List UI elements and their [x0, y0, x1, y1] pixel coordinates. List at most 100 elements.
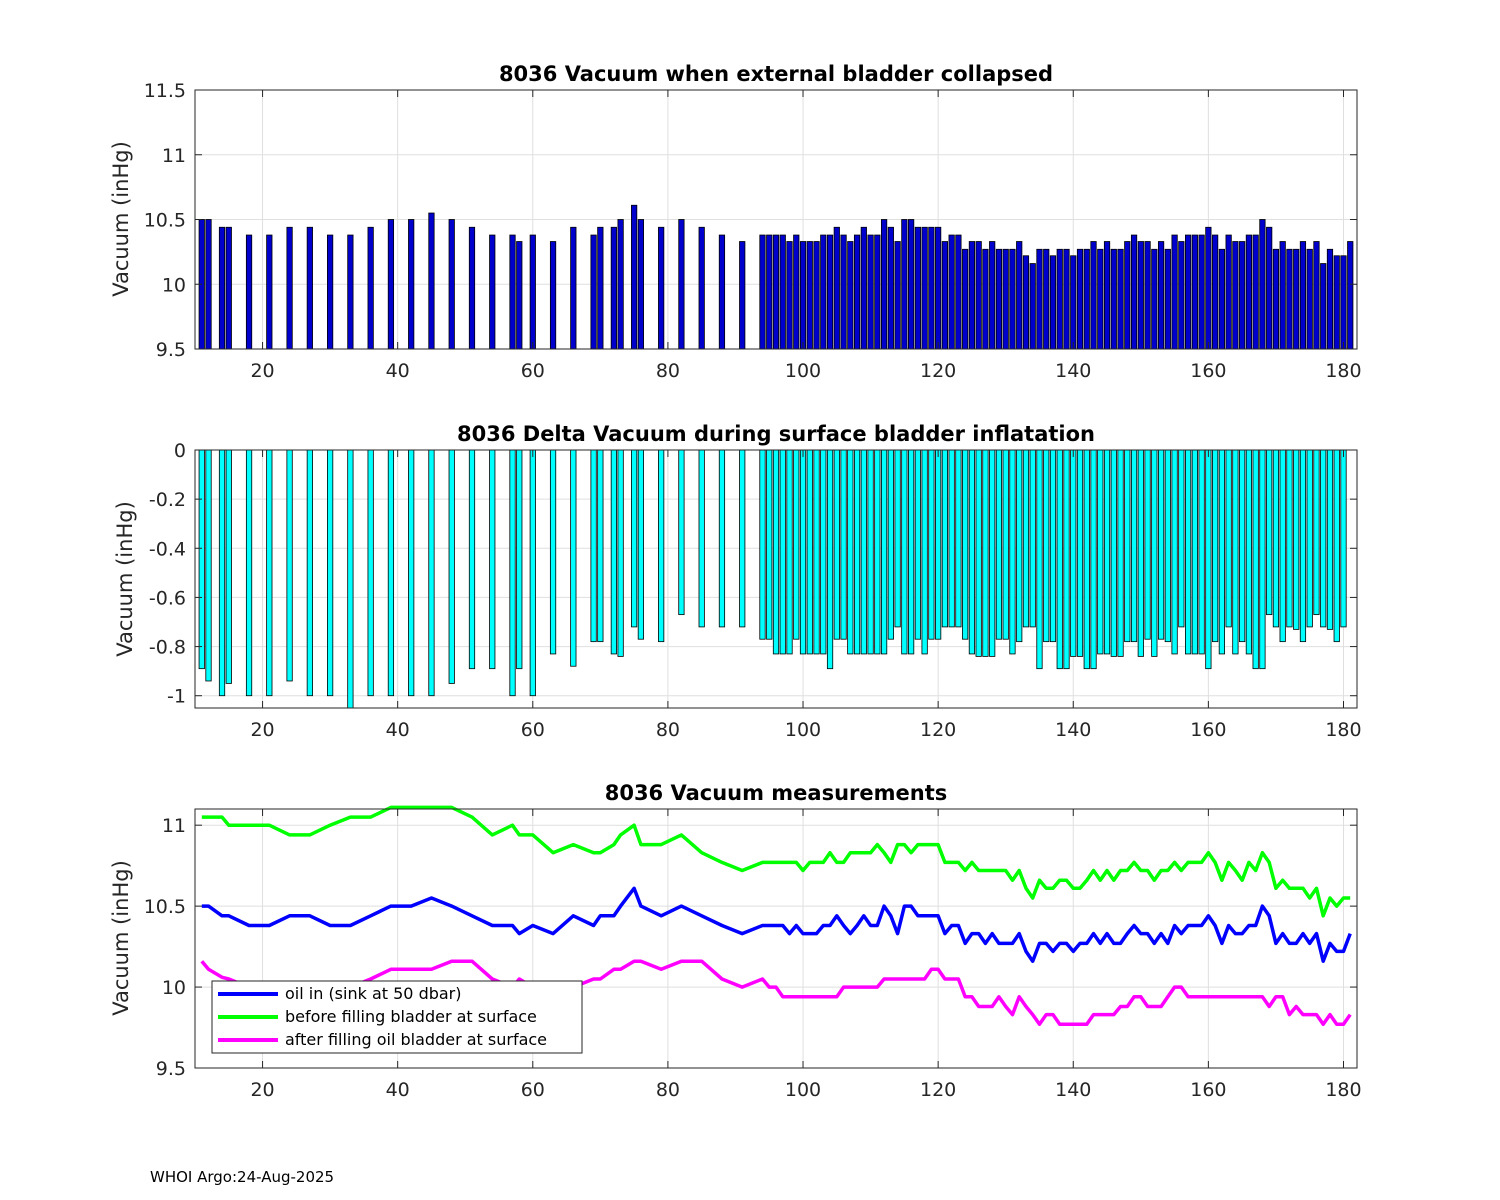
bar [989, 449, 996, 657]
bar [1225, 234, 1232, 350]
x-tick-label: 80 [656, 360, 680, 382]
bar [935, 449, 942, 640]
bar [975, 449, 982, 657]
bar [468, 226, 476, 350]
bar [962, 449, 969, 640]
bar [1259, 219, 1266, 350]
bar [887, 226, 894, 350]
bar [637, 449, 644, 640]
bar [1029, 263, 1036, 350]
bar [1090, 241, 1097, 350]
bar [1293, 248, 1300, 350]
x-tick-label: 80 [656, 719, 680, 741]
bar [1239, 449, 1246, 643]
bar [1043, 248, 1050, 350]
bar [847, 241, 854, 350]
top-y-axis-label: Vacuum (inHg) [109, 141, 133, 297]
bar [820, 449, 827, 655]
bar [914, 226, 921, 350]
bar [1218, 248, 1225, 350]
bar [793, 234, 800, 350]
bar [786, 241, 793, 350]
y-tick-label: 10 [162, 274, 186, 296]
bar [908, 449, 915, 655]
bar [1164, 449, 1171, 643]
bar [860, 226, 867, 350]
bar [1218, 449, 1225, 655]
x-tick-label: 120 [920, 1079, 956, 1101]
bar [1083, 449, 1090, 670]
x-tick-label: 60 [521, 1079, 545, 1101]
bar [1056, 449, 1063, 670]
bar [1245, 234, 1253, 350]
bar [1097, 449, 1104, 655]
x-tick-label: 20 [250, 1079, 274, 1101]
bar [610, 449, 617, 655]
bar [948, 234, 955, 350]
bar [1022, 449, 1030, 628]
bar [367, 449, 374, 697]
middle-axes: 20 40 60 80 100 120 140 160 180 -1 -0.8 -0.6 -0.4 -0.… [113, 422, 1362, 741]
bar [759, 234, 766, 350]
bar [590, 234, 597, 350]
bar [806, 241, 813, 350]
bar [995, 248, 1003, 350]
bar [1157, 241, 1165, 350]
bar [793, 449, 800, 640]
bar [820, 234, 827, 350]
bar [1286, 248, 1293, 350]
bar [489, 234, 496, 350]
bar [1313, 449, 1320, 616]
bar [1272, 449, 1280, 628]
bar [1191, 234, 1198, 350]
bar [901, 219, 908, 350]
bar [1103, 241, 1111, 350]
bar [347, 449, 354, 709]
bar [678, 219, 685, 350]
bar [975, 241, 982, 350]
bar [894, 241, 901, 350]
bar [847, 449, 854, 655]
bar [1320, 263, 1327, 350]
bar [840, 234, 847, 350]
bar [617, 219, 624, 350]
bar [387, 449, 395, 697]
bar [1016, 241, 1023, 350]
bar [779, 234, 786, 350]
bar [1070, 449, 1077, 657]
bar [982, 449, 989, 657]
bar [1191, 449, 1198, 655]
bar [1185, 234, 1192, 350]
y-tick-label: 11.5 [144, 80, 186, 102]
bar [245, 234, 253, 350]
bar [1333, 255, 1340, 350]
bar [826, 449, 834, 670]
bar [1185, 449, 1192, 655]
bar [205, 449, 212, 682]
y-tick-label: -0.6 [149, 587, 186, 609]
bottom-y-axis-label: Vacuum (inHg) [109, 860, 133, 1016]
bar [799, 241, 807, 350]
x-tick-label: 60 [521, 719, 545, 741]
bar [1049, 449, 1057, 643]
bar [1164, 248, 1171, 350]
bar [962, 248, 969, 350]
bar [1097, 248, 1104, 350]
x-tick-label: 100 [785, 719, 821, 741]
bar [468, 449, 476, 670]
bar [1117, 449, 1124, 657]
bar [408, 449, 415, 697]
bar [1137, 241, 1144, 350]
y-tick-label: 9.5 [156, 1058, 186, 1080]
y-tick-label: 10 [162, 977, 186, 999]
bar [995, 449, 1003, 640]
x-tick-label: 160 [1190, 1079, 1226, 1101]
bar [1151, 248, 1158, 350]
x-tick-label: 160 [1190, 719, 1226, 741]
bar [739, 449, 746, 628]
bar [874, 234, 881, 350]
bar [549, 449, 557, 655]
bar [367, 226, 374, 350]
x-tick-label: 120 [920, 360, 956, 382]
